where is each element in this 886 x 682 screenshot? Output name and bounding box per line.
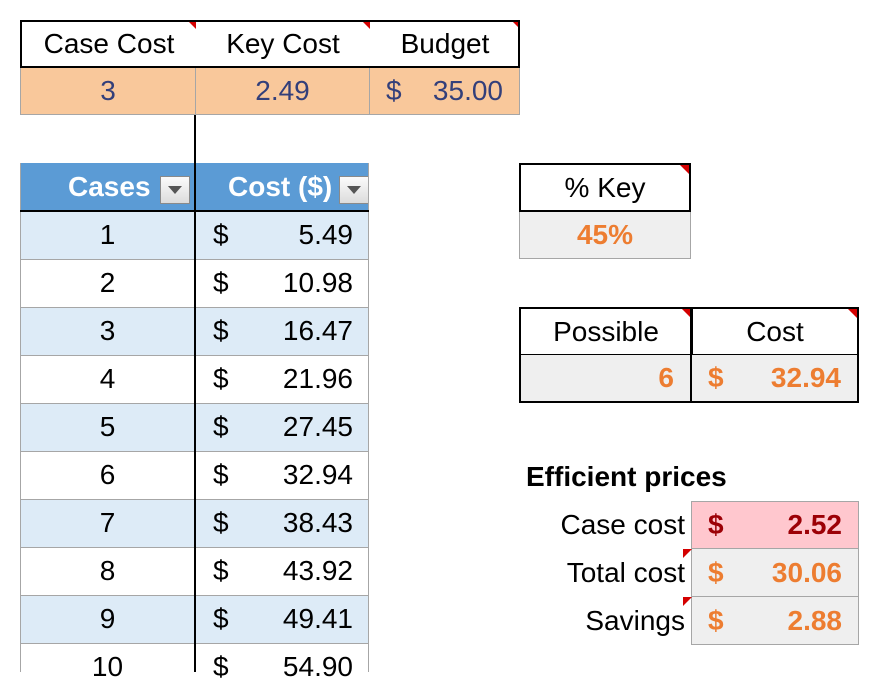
header-percent-key[interactable]: % Key: [519, 163, 691, 211]
header-cost-possible[interactable]: Cost: [691, 307, 859, 355]
efficient-savings-value[interactable]: $ 2.88: [683, 597, 859, 645]
cost-cell: $10.98: [195, 259, 369, 307]
comment-indicator-icon: [848, 309, 857, 318]
comment-indicator-icon: [187, 20, 196, 29]
cost-cell: $32.94: [195, 451, 369, 499]
comment-indicator-icon: [683, 597, 692, 606]
cost-cell: $5.49: [195, 211, 369, 259]
comment-indicator-icon: [682, 309, 691, 318]
header-cases[interactable]: Cases: [20, 163, 195, 211]
efficient-label-savings: Savings: [585, 605, 685, 636]
header-possible[interactable]: Possible: [519, 307, 691, 355]
comment-indicator-icon: [361, 20, 370, 29]
cases-cell: 9: [20, 595, 195, 643]
cost-cell: $49.41: [195, 595, 369, 643]
percent-key-value[interactable]: 45%: [519, 211, 691, 259]
cost-cell: $16.47: [195, 307, 369, 355]
efficient-case-cost-value[interactable]: $ 2.52: [691, 501, 859, 549]
cases-cell: 6: [20, 451, 195, 499]
efficient-prices-title: Efficient prices: [526, 461, 727, 492]
header-cost[interactable]: Cost ($): [195, 163, 369, 211]
cases-cell: 8: [20, 547, 195, 595]
cost-cell: $38.43: [195, 499, 369, 547]
chevron-down-icon: [168, 186, 182, 194]
efficient-label-case-cost: Case cost: [560, 509, 686, 540]
efficient-label-total-cost: Total cost: [566, 557, 685, 588]
budget-value[interactable]: $ 35.00: [369, 67, 520, 115]
possible-cost-value[interactable]: $ 32.94: [692, 355, 859, 403]
cases-cell: 1: [20, 211, 195, 259]
key-cost-value[interactable]: 2.49: [195, 67, 370, 115]
comment-indicator-icon: [683, 549, 692, 558]
case-cost-value[interactable]: 3: [20, 67, 196, 115]
comment-indicator-icon: [680, 165, 689, 174]
header-case-cost[interactable]: Case Cost: [22, 20, 196, 67]
cost-cell: $43.92: [195, 547, 369, 595]
filter-dropdown-button[interactable]: [339, 176, 369, 204]
header-budget[interactable]: Budget: [370, 20, 520, 67]
cases-cell: 5: [20, 403, 195, 451]
chevron-down-icon: [347, 186, 361, 194]
cost-cell: $27.45: [195, 403, 369, 451]
comment-indicator-icon: [511, 20, 520, 29]
cases-cell: 10: [20, 643, 195, 681]
header-key-cost[interactable]: Key Cost: [196, 20, 370, 67]
cases-cell: 3: [20, 307, 195, 355]
possible-value[interactable]: 6: [519, 355, 690, 403]
cost-cell: $21.96: [195, 355, 369, 403]
filter-dropdown-button[interactable]: [160, 176, 190, 204]
cases-cell: 4: [20, 355, 195, 403]
cost-cell: $54.90: [195, 643, 369, 681]
cases-cell: 2: [20, 259, 195, 307]
efficient-total-cost-value[interactable]: $ 30.06: [683, 549, 859, 597]
cases-cell: 7: [20, 499, 195, 547]
